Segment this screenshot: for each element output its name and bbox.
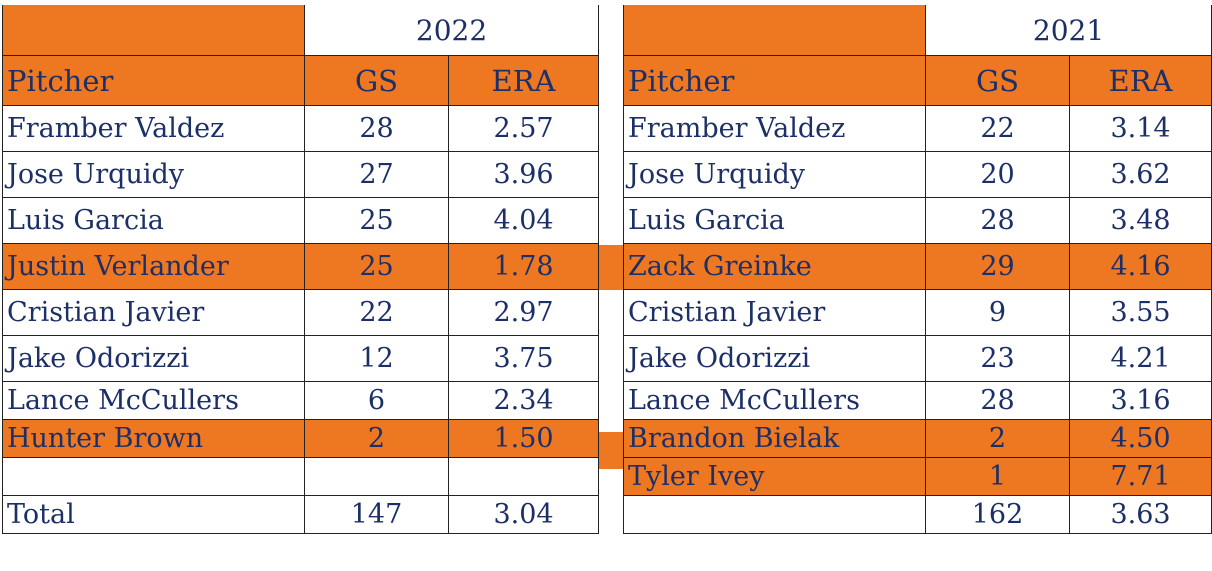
- games-started: 28: [304, 105, 449, 152]
- games-started: 28: [925, 381, 1070, 420]
- pitcher-name: Framber Valdez: [2, 105, 305, 152]
- table-row: Cristian Javier 22 2.97: [2, 289, 600, 336]
- pitcher-name: Lance McCullers: [623, 381, 926, 420]
- table-2021: 2021 Pitcher GS ERA Framber Valdez 22 3.…: [623, 5, 1212, 534]
- games-started: 2: [304, 419, 449, 458]
- era-value: 4.16: [1068, 243, 1212, 290]
- year-header-blank: [2, 5, 305, 56]
- table-row: Lance McCullers 28 3.16: [623, 381, 1212, 420]
- pitcher-name: Jose Urquidy: [2, 151, 305, 198]
- table-row-highlighted: Tyler Ivey 1 7.71: [623, 457, 1212, 496]
- games-started: 23: [925, 335, 1070, 382]
- games-started: 22: [925, 105, 1070, 152]
- era-value: 3.14: [1068, 105, 1212, 152]
- era-value: [447, 457, 600, 496]
- pitcher-header: Pitcher: [623, 55, 926, 106]
- games-started: 28: [925, 197, 1070, 244]
- era-value: 3.48: [1068, 197, 1212, 244]
- pitcher-name: Lance McCullers: [2, 381, 305, 420]
- table-row: Jose Urquidy 20 3.62: [623, 151, 1212, 198]
- total-label: Total: [2, 495, 305, 534]
- year-header-blank: [623, 5, 926, 56]
- total-era: 3.04: [447, 495, 600, 534]
- total-games-started: 147: [304, 495, 449, 534]
- pitcher-name: Zack Greinke: [623, 243, 926, 290]
- table-2022: 2022 Pitcher GS ERA Framber Valdez 28 2.…: [2, 5, 600, 534]
- era-value: 2.34: [447, 381, 600, 420]
- games-started: 20: [925, 151, 1070, 198]
- gs-header: GS: [925, 55, 1070, 106]
- total-row: 162 3.63: [623, 495, 1212, 534]
- era-value: 4.21: [1068, 335, 1212, 382]
- games-started: 2: [925, 419, 1070, 458]
- highlight-connector-row-8: [598, 432, 623, 469]
- games-started: 27: [304, 151, 449, 198]
- table-row: Luis Garcia 25 4.04: [2, 197, 600, 244]
- highlight-connector-row-4: [598, 245, 623, 290]
- table-row-highlighted: Justin Verlander 25 1.78: [2, 243, 600, 290]
- gs-header: GS: [304, 55, 449, 106]
- games-started: 1: [925, 457, 1070, 496]
- pitcher-name: Jake Odorizzi: [2, 335, 305, 382]
- games-started: 25: [304, 197, 449, 244]
- pitcher-name: Jose Urquidy: [623, 151, 926, 198]
- year-header: 2021: [924, 5, 1212, 56]
- era-value: 3.16: [1068, 381, 1212, 420]
- pitcher-name: Framber Valdez: [623, 105, 926, 152]
- table-row-empty: [2, 457, 600, 496]
- column-header-row: Pitcher GS ERA: [623, 55, 1212, 106]
- games-started: 25: [304, 243, 449, 290]
- table-row-highlighted: Hunter Brown 2 1.50: [2, 419, 600, 458]
- pitcher-name: Hunter Brown: [2, 419, 305, 458]
- year-header-row: 2021: [623, 5, 1212, 56]
- table-row: Framber Valdez 22 3.14: [623, 105, 1212, 152]
- year-header-row: 2022: [2, 5, 600, 56]
- pitcher-name: Jake Odorizzi: [623, 335, 926, 382]
- era-value: 1.50: [447, 419, 600, 458]
- era-header: ERA: [1068, 55, 1212, 106]
- games-started: 9: [925, 289, 1070, 336]
- total-era: 3.63: [1068, 495, 1212, 534]
- table-row-highlighted: Brandon Bielak 2 4.50: [623, 419, 1212, 458]
- table-row: Lance McCullers 6 2.34: [2, 381, 600, 420]
- era-header: ERA: [447, 55, 600, 106]
- era-value: 3.75: [447, 335, 600, 382]
- table-row: Cristian Javier 9 3.55: [623, 289, 1212, 336]
- era-value: 3.96: [447, 151, 600, 198]
- era-value: 4.50: [1068, 419, 1212, 458]
- pitcher-name: Luis Garcia: [2, 197, 305, 244]
- pitcher-name: Brandon Bielak: [623, 419, 926, 458]
- year-header: 2022: [303, 5, 600, 56]
- table-row: Jose Urquidy 27 3.96: [2, 151, 600, 198]
- total-label: [623, 495, 926, 534]
- table-row: Jake Odorizzi 12 3.75: [2, 335, 600, 382]
- era-value: 1.78: [447, 243, 600, 290]
- pitcher-name: [2, 457, 305, 496]
- total-games-started: 162: [925, 495, 1070, 534]
- table-row: Luis Garcia 28 3.48: [623, 197, 1212, 244]
- era-value: 3.62: [1068, 151, 1212, 198]
- pitcher-name: Tyler Ivey: [623, 457, 926, 496]
- games-started: 22: [304, 289, 449, 336]
- games-started: 6: [304, 381, 449, 420]
- games-started: 29: [925, 243, 1070, 290]
- table-row-highlighted: Zack Greinke 29 4.16: [623, 243, 1212, 290]
- column-header-row: Pitcher GS ERA: [2, 55, 600, 106]
- table-row: Jake Odorizzi 23 4.21: [623, 335, 1212, 382]
- pitcher-name: Cristian Javier: [2, 289, 305, 336]
- era-value: 4.04: [447, 197, 600, 244]
- pitcher-name: Luis Garcia: [623, 197, 926, 244]
- table-row: Framber Valdez 28 2.57: [2, 105, 600, 152]
- era-value: 7.71: [1068, 457, 1212, 496]
- games-started: [304, 457, 449, 496]
- games-started: 12: [304, 335, 449, 382]
- era-value: 3.55: [1068, 289, 1212, 336]
- pitcher-header: Pitcher: [2, 55, 305, 106]
- era-value: 2.97: [447, 289, 600, 336]
- pitcher-name: Justin Verlander: [2, 243, 305, 290]
- total-row: Total 147 3.04: [2, 495, 600, 534]
- era-value: 2.57: [447, 105, 600, 152]
- pitcher-name: Cristian Javier: [623, 289, 926, 336]
